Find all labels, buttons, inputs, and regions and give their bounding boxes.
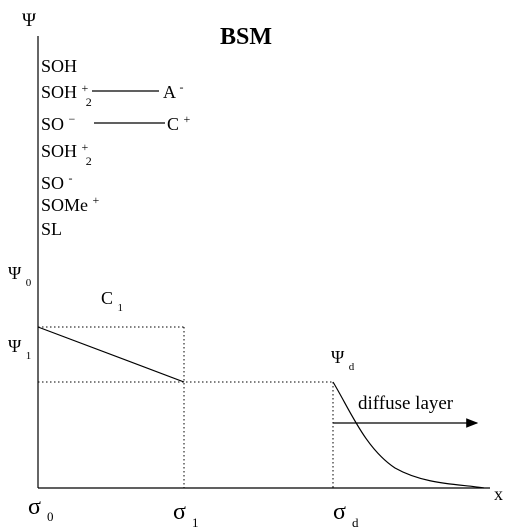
sigmad-label: σ d	[333, 499, 359, 529]
sigma0-base: σ	[28, 494, 41, 520]
anion-sup: -	[180, 80, 184, 94]
species-some: SOMe +	[41, 193, 100, 215]
diagram-title: BSM	[220, 24, 272, 50]
species-soh2-outer-base: SOH	[41, 82, 77, 102]
capacitance-base: C	[101, 288, 113, 308]
species-so-outer-base: SO	[41, 114, 64, 134]
psid-sub: d	[349, 361, 355, 373]
x-axis-label: x	[494, 484, 503, 504]
species-so-outer-sup: −	[69, 112, 76, 126]
species-soh2-outer: SOH + 2	[41, 76, 93, 109]
anion-label: A -	[163, 80, 184, 102]
sigma1-base: σ	[173, 499, 186, 525]
psid-label: Ψ d	[331, 347, 355, 373]
sigma1-label: σ 1	[173, 499, 198, 529]
species-some-sup: +	[93, 193, 100, 207]
species-soh2-inner-sup: +	[82, 140, 89, 154]
sigma0-sub: 0	[47, 509, 54, 524]
capacitance-sub: 1	[118, 302, 124, 314]
linear-potential-drop	[37, 326, 185, 383]
sigmad-base: σ	[333, 499, 346, 525]
y-axis-label: Ψ	[22, 10, 36, 31]
psi0-base: Ψ	[8, 263, 22, 283]
species-sl-base: SL	[41, 219, 62, 239]
species-sl: SL	[41, 219, 62, 239]
species-so-inner: SO -	[41, 171, 73, 193]
species-soh2-inner-sub: 2	[86, 154, 92, 168]
species-soh-base: SOH	[41, 56, 77, 76]
psi1-label: Ψ 1	[8, 336, 31, 362]
cation-label: C +	[167, 112, 191, 134]
diffuse-decay-curve	[332, 381, 485, 489]
psid-base: Ψ	[331, 347, 345, 367]
psi0-label: Ψ 0	[8, 263, 32, 289]
species-some-base: SOMe	[41, 195, 88, 215]
species-soh2-outer-sup: +	[82, 81, 89, 95]
species-soh: SOH	[41, 56, 77, 76]
sigmad-sub: d	[352, 515, 359, 529]
sigma0-label: σ 0	[28, 494, 53, 524]
species-so-inner-base: SO	[41, 173, 64, 193]
cation-base: C	[167, 114, 179, 134]
diffuse-layer-label: diffuse layer	[358, 393, 454, 414]
capacitance-label: C 1	[101, 288, 123, 314]
psi1-sub: 1	[26, 350, 32, 362]
species-so-outer: SO −	[41, 112, 76, 134]
species-soh2-inner-base: SOH	[41, 141, 77, 161]
sigma1-sub: 1	[192, 515, 199, 529]
species-soh2-inner: SOH + 2	[41, 135, 93, 168]
psi1-base: Ψ	[8, 336, 22, 356]
cation-sup: +	[184, 112, 191, 126]
psi0-sub: 0	[26, 277, 32, 289]
species-so-inner-sup: -	[69, 171, 73, 185]
species-soh2-outer-sub: 2	[86, 95, 92, 109]
anion-base: A	[163, 82, 176, 102]
